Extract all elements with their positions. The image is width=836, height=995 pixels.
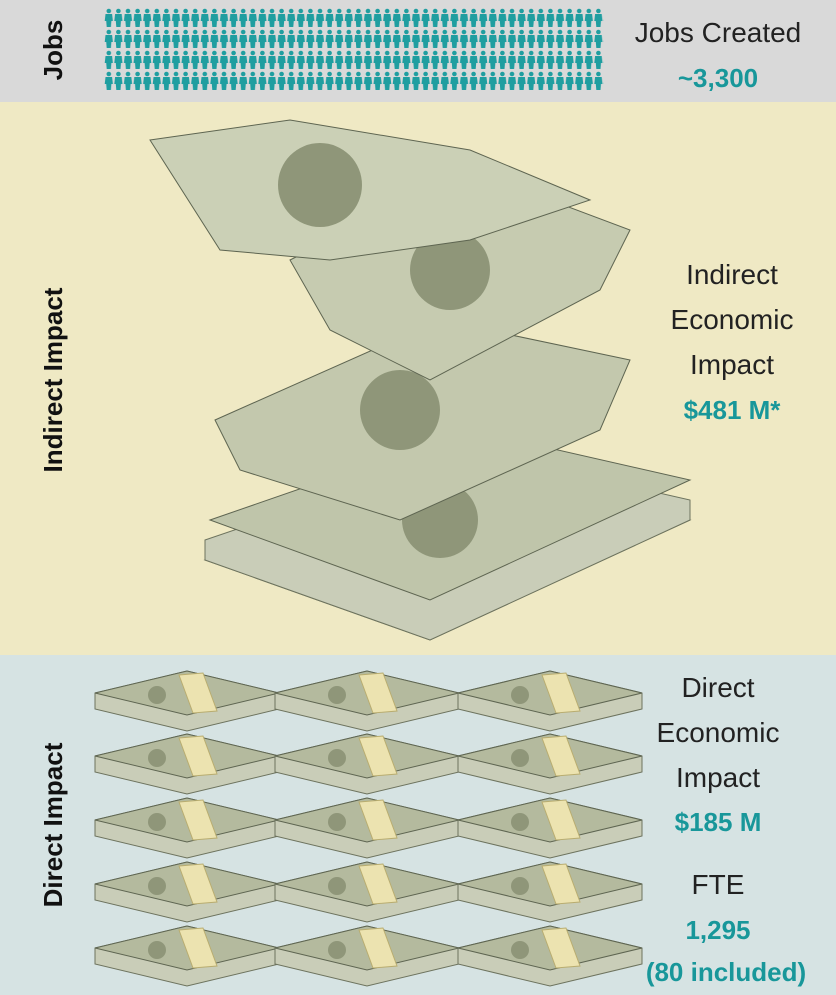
fte-note: (80 included) — [616, 950, 836, 995]
infographic: Jobs Indirect Impact Direct Impact Jobs … — [0, 0, 836, 995]
stack-part — [511, 813, 529, 831]
stack-part — [328, 877, 346, 895]
direct-title: Direct Economic Impact — [638, 665, 798, 800]
fte-title: FTE — [638, 862, 798, 907]
stack-part — [328, 813, 346, 831]
stack-part — [148, 813, 166, 831]
indirect-label: Indirect Impact — [38, 287, 68, 472]
indirect-title: Indirect Economic Impact — [652, 252, 812, 387]
art: Jobs Indirect Impact Direct Impact — [0, 0, 836, 995]
direct-value: $185 M — [608, 800, 828, 845]
stack-part — [511, 941, 529, 959]
stack-part — [511, 686, 529, 704]
people-icons — [104, 8, 604, 92]
stack-part — [148, 941, 166, 959]
jobs-title: Jobs Created — [600, 10, 836, 55]
stack-part — [511, 877, 529, 895]
stack-part — [148, 877, 166, 895]
stack-part — [511, 749, 529, 767]
stack-part — [328, 749, 346, 767]
stack-part — [328, 941, 346, 959]
direct-label: Direct Impact — [38, 742, 68, 907]
fte-value: 1,295 — [608, 908, 828, 953]
stack-part — [148, 686, 166, 704]
jobs-label: Jobs — [38, 20, 68, 81]
stack-part — [148, 749, 166, 767]
indirect-value: $481 M* — [622, 388, 836, 433]
jobs-value: ~3,300 — [600, 56, 836, 101]
stack-part — [328, 686, 346, 704]
money-stacks — [95, 671, 642, 986]
